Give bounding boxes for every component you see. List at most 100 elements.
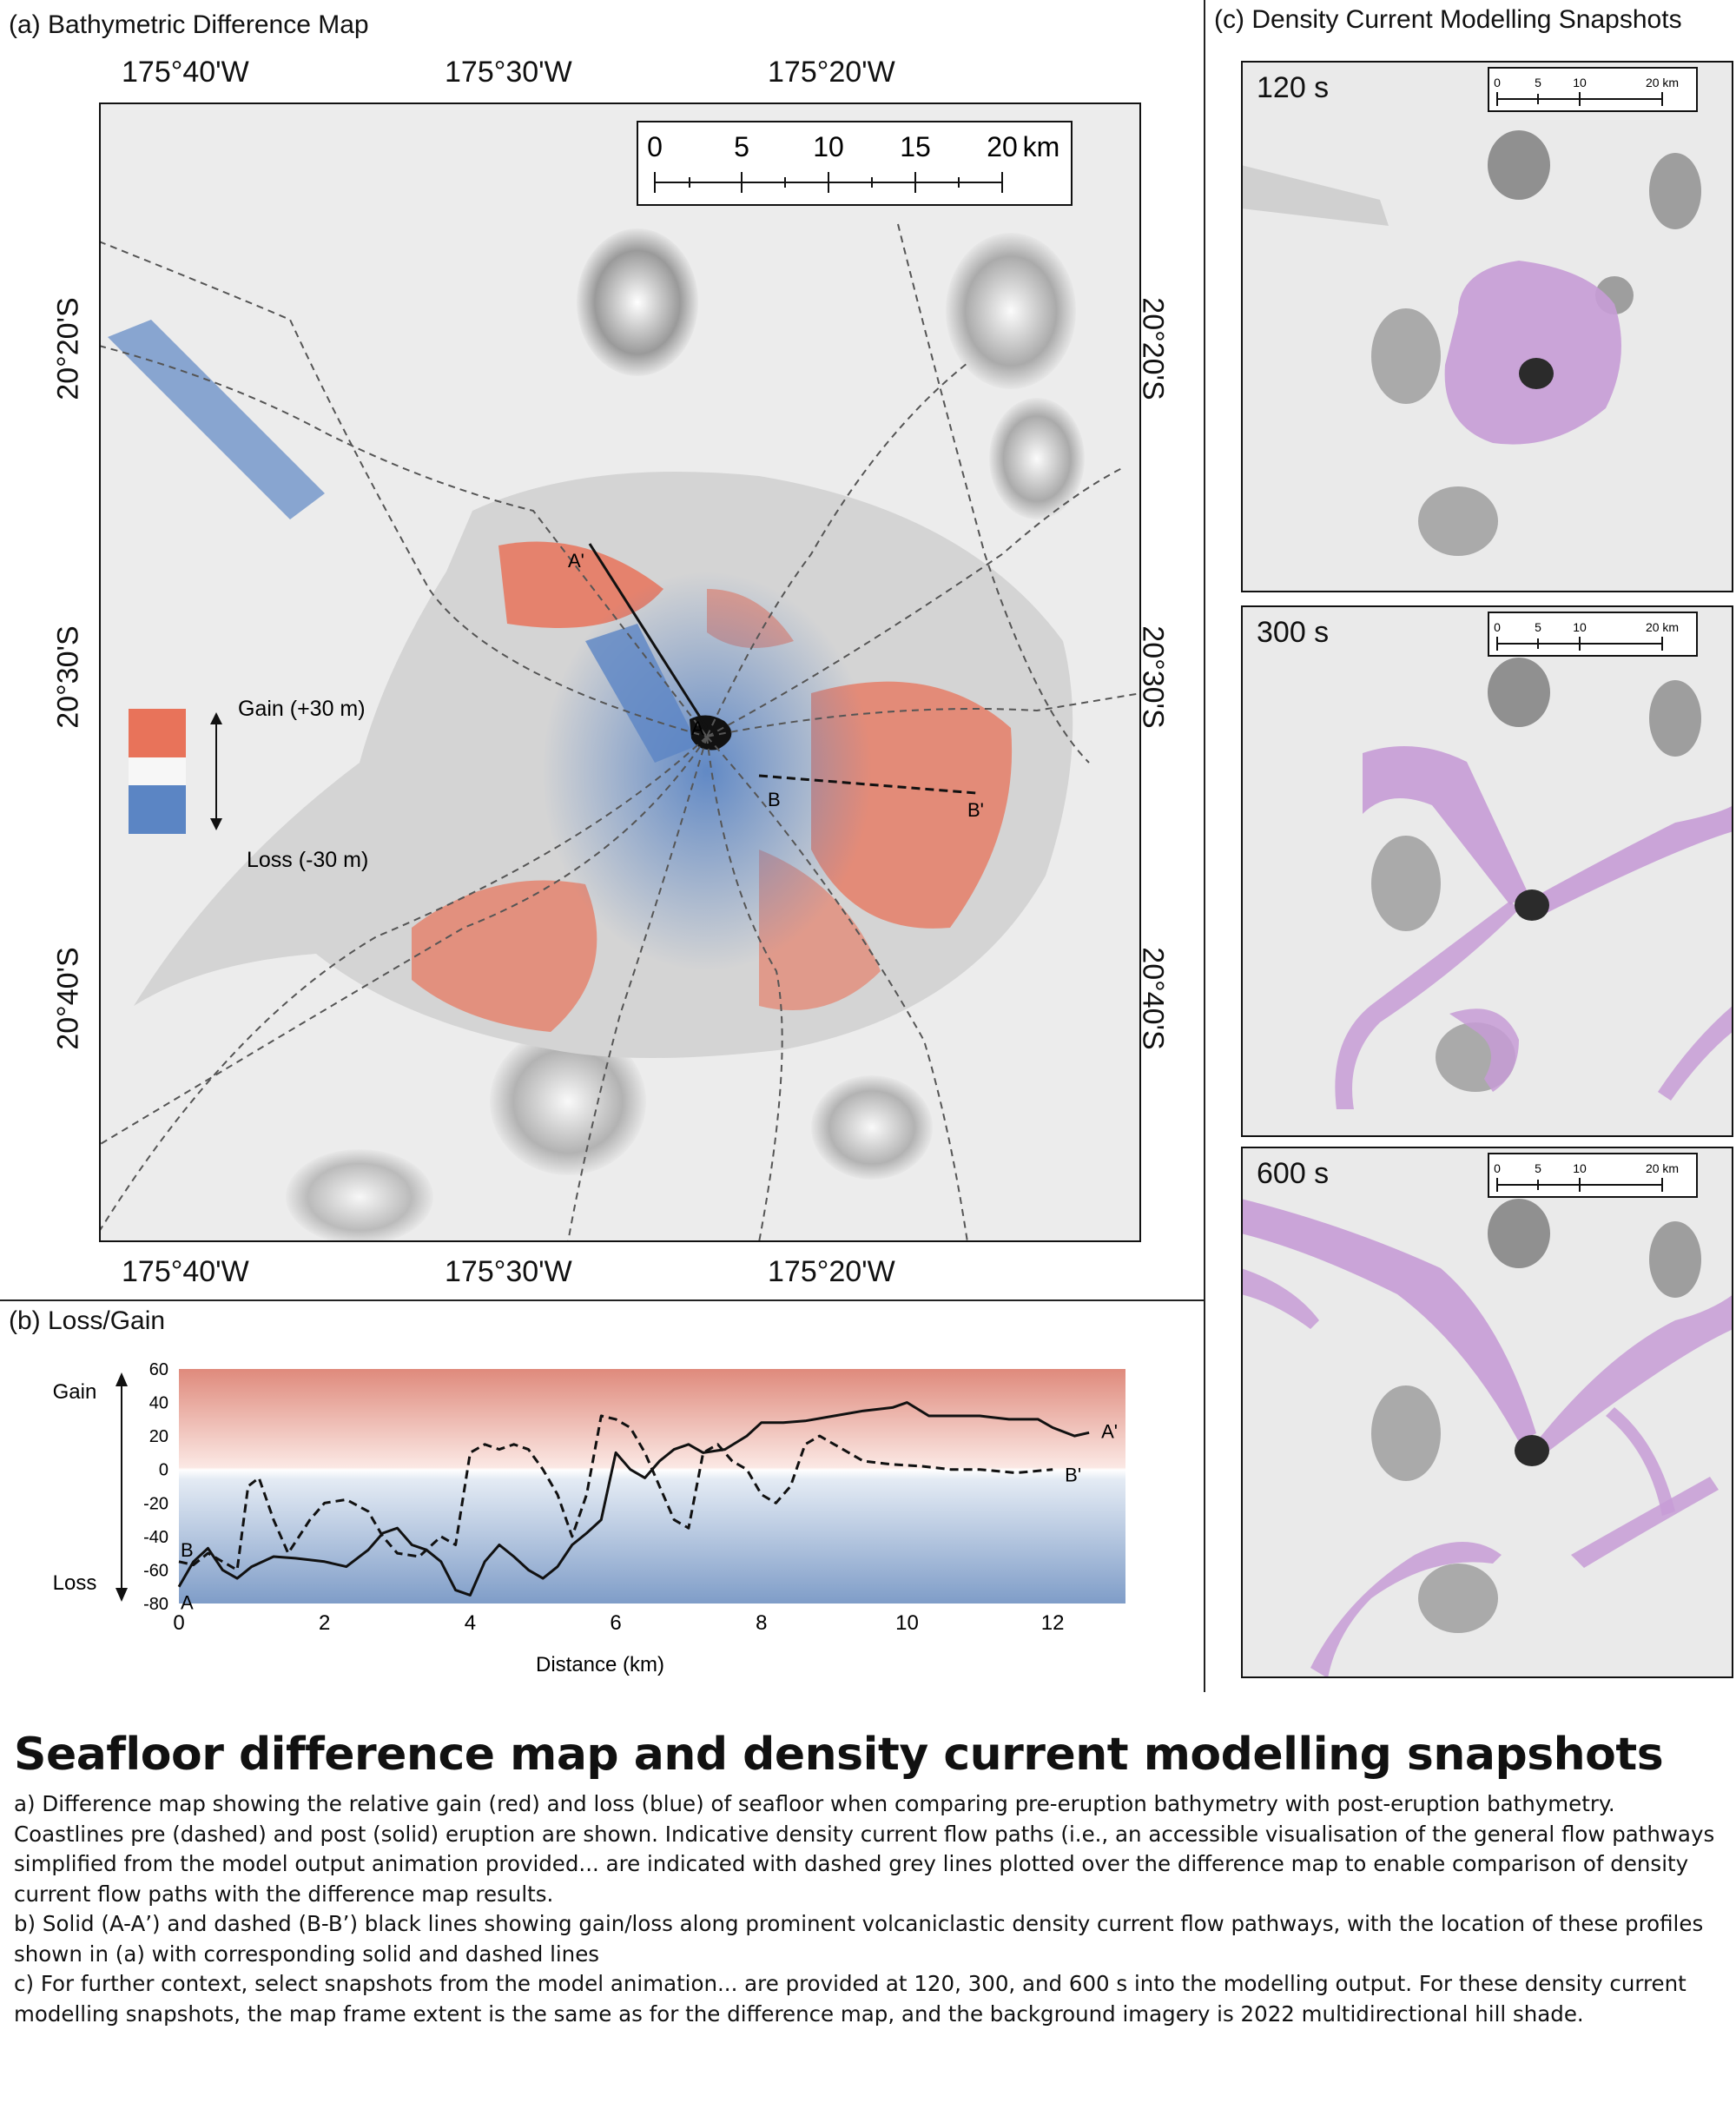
lon-label-bottom-1: 175°40'W bbox=[122, 1255, 249, 1288]
series-start-label: A bbox=[181, 1592, 194, 1614]
loss-arrow-icon bbox=[116, 1588, 128, 1602]
snap1-scale-box bbox=[1488, 67, 1698, 112]
seamount-north bbox=[577, 228, 698, 376]
snap3-seamount-north bbox=[1488, 1199, 1550, 1268]
snap1-seamount-south bbox=[1418, 486, 1498, 556]
scale-label-20: 20 bbox=[987, 131, 1018, 162]
lat-label-left-3: 20°40'S bbox=[51, 947, 85, 1050]
snapshot-120s: 0 5 10 20 km 120 s bbox=[1241, 61, 1733, 592]
snap1-scale-label-0: 0 bbox=[1494, 76, 1501, 89]
x-tick-label: 6 bbox=[610, 1611, 621, 1635]
lat-label-left-2: 20°30'S bbox=[51, 625, 85, 729]
snap2-scale-label-0: 0 bbox=[1494, 620, 1501, 634]
scale-bar-box bbox=[637, 121, 1073, 206]
legend-gain-swatch bbox=[129, 709, 186, 757]
profile-label-a-prime: A' bbox=[568, 550, 584, 572]
scale-label-0: 0 bbox=[647, 131, 663, 162]
profile-label-b-prime: B' bbox=[967, 799, 984, 821]
caption-paragraph-b: b) Solid (A-A’) and dashed (B-B’) black … bbox=[14, 1911, 1704, 1967]
loss-streak-northwest bbox=[108, 320, 325, 519]
snap2-frame bbox=[1241, 605, 1733, 1137]
snap3-scale-box bbox=[1488, 1153, 1698, 1198]
panel-b-title: (b) Loss/Gain bbox=[9, 1306, 166, 1335]
flow-paths bbox=[98, 223, 1142, 1243]
series-end-label: A' bbox=[1101, 1420, 1118, 1442]
lat-label-left-1: 20°20'S bbox=[51, 297, 85, 400]
snap2-seamount-north bbox=[1488, 658, 1550, 727]
scale-label-km: km bbox=[1023, 131, 1060, 162]
snapshot-label-300s: 300 s bbox=[1257, 616, 1330, 649]
snap3-frame bbox=[1241, 1147, 1733, 1678]
snap3-scale-label-10: 10 bbox=[1573, 1161, 1587, 1175]
snapshot-300s: 0 5 10 20 km 300 s bbox=[1241, 605, 1733, 1137]
snap3-current-southeast bbox=[1571, 1477, 1719, 1568]
snap1-channel bbox=[1241, 165, 1389, 226]
seamount-southwest bbox=[286, 1149, 433, 1245]
series-line-a bbox=[177, 1401, 1090, 1597]
snap1-seamount-west bbox=[1371, 308, 1441, 404]
lon-label-top-2: 175°30'W bbox=[445, 56, 572, 89]
snap3-seamount-east bbox=[1649, 1221, 1701, 1298]
loss-label: Loss bbox=[53, 1571, 97, 1595]
legend-gain-label: Gain (+30 m) bbox=[238, 697, 366, 721]
panel-a-title: (a) Bathymetric Difference Map bbox=[9, 10, 369, 39]
gain-zone-southwest bbox=[412, 880, 597, 1032]
difference-map: 0 5 10 15 20 km Gain (+30 m) Loss (-30 m… bbox=[98, 102, 1142, 1245]
snap2-seamount-west bbox=[1371, 836, 1441, 931]
y-tick-label: -60 bbox=[143, 1561, 168, 1580]
lon-label-top-3: 175°20'W bbox=[768, 56, 895, 89]
snap1-scale-label-10: 10 bbox=[1573, 76, 1587, 89]
seamount-southeast bbox=[811, 1075, 933, 1180]
snap3-volcano bbox=[1515, 1435, 1549, 1466]
scale-label-10: 10 bbox=[813, 131, 844, 162]
snapshot-label-120s: 120 s bbox=[1257, 71, 1330, 104]
x-tick-label: 4 bbox=[465, 1611, 476, 1635]
snap1-seamount-north bbox=[1488, 130, 1550, 200]
y-tick-label: 0 bbox=[159, 1461, 168, 1480]
divider-vertical bbox=[1204, 0, 1205, 1692]
snap2-scale-label-20: 20 km bbox=[1646, 620, 1679, 634]
snap1-frame bbox=[1241, 61, 1733, 592]
chart-background bbox=[179, 1369, 1125, 1604]
series-line-b bbox=[178, 1414, 1053, 1571]
x-axis-label: Distance (km) bbox=[536, 1653, 664, 1676]
snap3-seamount-west bbox=[1371, 1385, 1441, 1481]
legend-neutral-swatch bbox=[129, 757, 186, 785]
panel-c-title: (c) Density Current Modelling Snapshots bbox=[1214, 5, 1682, 34]
scale-label-5: 5 bbox=[734, 131, 749, 162]
seamount-east bbox=[989, 398, 1085, 519]
snap2-current-southwest bbox=[1335, 901, 1519, 1109]
gain-label: Gain bbox=[53, 1380, 97, 1404]
snap2-current-southeast bbox=[1658, 1005, 1733, 1101]
caption-paragraph-a: a) Difference map showing the relative g… bbox=[14, 1791, 1715, 1907]
snap2-scale-label-10: 10 bbox=[1573, 620, 1587, 634]
profile-label-a: A bbox=[691, 717, 704, 739]
snap2-scale-label-5: 5 bbox=[1535, 620, 1541, 634]
x-tick-label: 8 bbox=[756, 1611, 767, 1635]
x-tick-label: 0 bbox=[173, 1611, 184, 1635]
profile-chart: 60 40 20 0 -20 -40 -60 -80 0 2 4 6 8 10 12 Distance (k… bbox=[0, 1338, 1146, 1685]
series-start-label: B bbox=[181, 1539, 194, 1561]
snap2-current-south bbox=[1449, 1008, 1519, 1092]
gain-arrow-icon bbox=[116, 1372, 128, 1386]
divider-horizontal bbox=[0, 1299, 1205, 1301]
snap2-current-northwest bbox=[1363, 746, 1528, 905]
profile-line-a bbox=[588, 543, 709, 729]
y-tick-label: 60 bbox=[149, 1360, 168, 1379]
y-tick-label: -80 bbox=[143, 1595, 168, 1614]
snapshot-label-600s: 600 s bbox=[1257, 1157, 1330, 1190]
y-tick-label: -20 bbox=[143, 1494, 168, 1513]
lon-label-bottom-3: 175°20'W bbox=[768, 1255, 895, 1288]
snap1-scale-label-5: 5 bbox=[1535, 76, 1541, 89]
loss-core bbox=[542, 572, 872, 971]
legend-arrow-down-icon bbox=[210, 818, 222, 830]
snap3-seamount-south bbox=[1418, 1564, 1498, 1633]
seamount-northeast bbox=[946, 233, 1076, 389]
snap2-scale-box bbox=[1488, 612, 1698, 657]
snap2-volcano bbox=[1515, 889, 1549, 921]
scale-label-15: 15 bbox=[900, 131, 931, 162]
snap3-scale-label-5: 5 bbox=[1535, 1161, 1541, 1175]
caption-title: Seafloor difference map and density curr… bbox=[14, 1729, 1664, 1781]
snap3-current-east bbox=[1536, 1294, 1733, 1451]
profile-label-b: B bbox=[768, 789, 781, 810]
